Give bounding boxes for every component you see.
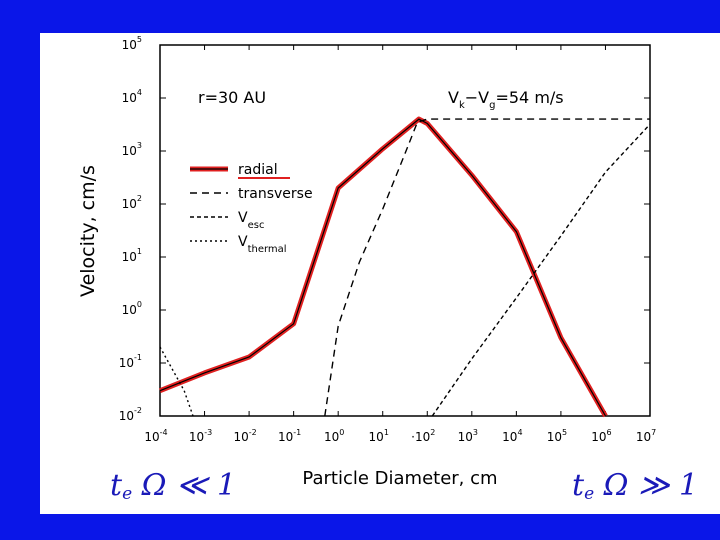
- series-layer: [159, 116, 651, 418]
- x-tick-label: 101: [369, 428, 389, 444]
- series-line-radial: [159, 118, 607, 417]
- slide-panel: Velocity, cm/s r=30 AU Vk−Vg=54 m/s 10-4…: [40, 33, 720, 514]
- legend-label: transverse: [238, 186, 313, 202]
- handwritten-note-left: te Ω ≪ 1: [110, 468, 236, 504]
- x-tick-label: 10-2: [233, 428, 256, 444]
- y-tick-label: 10-1: [119, 353, 142, 370]
- legend: radial transverse Vesc Vthermal: [190, 162, 313, 255]
- series-line-transverse: [324, 118, 650, 417]
- handwritten-note-right: te Ω ≫ 1: [572, 468, 698, 504]
- y-tick-label: 105: [122, 35, 142, 52]
- legend-label: Vesc: [238, 210, 264, 231]
- annotation-velocity-difference: Vk−Vg=54 m/s: [448, 88, 564, 111]
- y-tick-label: 104: [122, 88, 142, 105]
- legend-label: radial: [238, 162, 278, 178]
- legend-label: Vthermal: [238, 234, 287, 255]
- y-tick-label: 10-2: [119, 406, 142, 423]
- x-tick-label: ·102: [411, 428, 435, 444]
- x-tick-label: 10-4: [144, 428, 167, 444]
- velocity-chart: Velocity, cm/s r=30 AU Vk−Vg=54 m/s 10-4…: [77, 35, 698, 504]
- x-tick-label: 107: [636, 428, 656, 444]
- x-tick-label: 104: [502, 428, 522, 444]
- y-tick-label: 103: [122, 141, 142, 158]
- series-line-V_esc: [431, 123, 651, 417]
- plot-frame: [159, 44, 651, 417]
- x-tick-label: 10-1: [278, 428, 301, 444]
- y-tick-label: 100: [122, 300, 142, 317]
- x-tick-label: 105: [547, 428, 567, 444]
- x-tick-label: 10-3: [189, 428, 212, 444]
- axis-ticks: 10-4 10-3 10-2 10-1 100 101 ·102 103 104 105 106 10…: [119, 35, 656, 444]
- x-tick-label: 100: [324, 428, 344, 444]
- x-tick-label: 106: [591, 428, 611, 444]
- y-tick-label: 101: [122, 247, 142, 264]
- y-axis-label: Velocity, cm/s: [77, 165, 99, 297]
- series-line-V_thermal: [159, 346, 194, 417]
- x-axis-label: Particle Diameter, cm: [302, 468, 497, 489]
- x-tick-label: 103: [458, 428, 478, 444]
- y-tick-label: 102: [122, 194, 142, 211]
- annotation-radius: r=30 AU: [198, 88, 266, 107]
